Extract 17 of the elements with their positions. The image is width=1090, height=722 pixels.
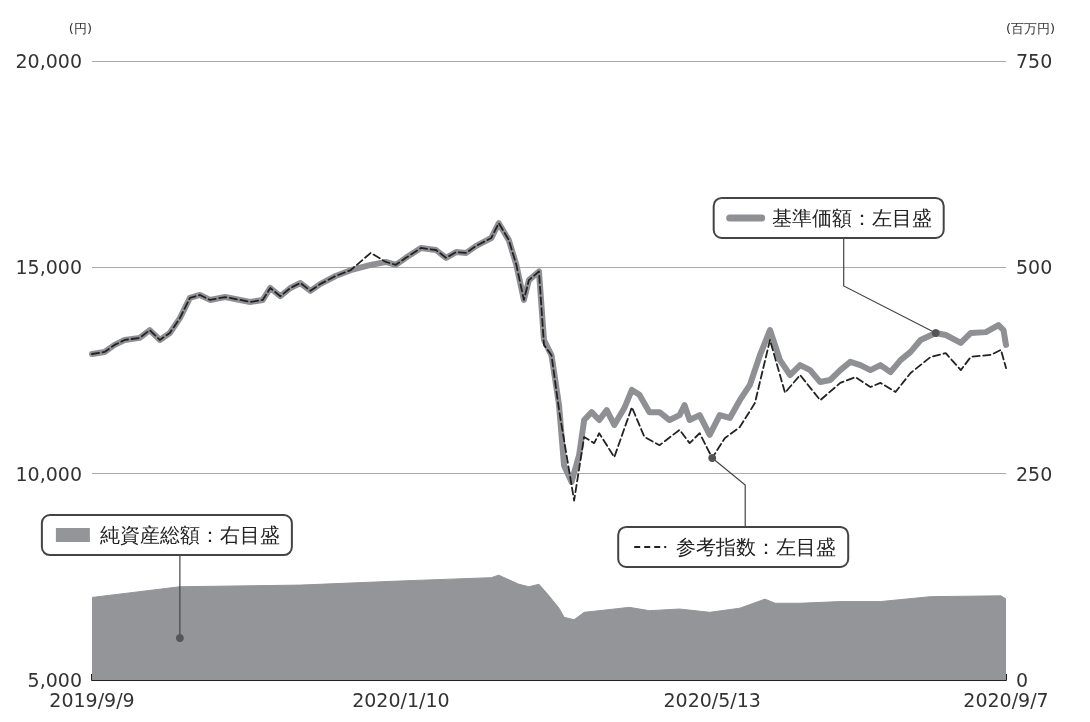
y-axis-title: (円): [68, 21, 92, 36]
x-tick-label: 2020/1/10: [352, 688, 450, 711]
x-tick-label: 2019/9/9: [49, 688, 135, 711]
y2-tick-label: 0: [1016, 669, 1029, 691]
y-tick-label: 10,000: [15, 462, 82, 485]
legend-label: 基準価額：左目盛: [771, 205, 932, 230]
y2-tick-label: 250: [1016, 462, 1053, 485]
legend-label: 参考指数：左目盛: [676, 534, 837, 559]
x-tick-label: 2020/5/13: [663, 688, 761, 711]
y-tick-label: 15,000: [15, 256, 82, 279]
y-tick-label: 5,000: [27, 669, 82, 691]
y2-tick-label: 750: [1016, 50, 1053, 72]
legend-label: 純資産総額：右目盛: [99, 523, 280, 548]
y-tick-label: 20,000: [15, 50, 82, 72]
x-tick-label: 2020/9/7: [963, 688, 1049, 711]
y2-tick-label: 500: [1016, 256, 1053, 279]
y2-axis-title: (百万円): [1006, 21, 1056, 36]
